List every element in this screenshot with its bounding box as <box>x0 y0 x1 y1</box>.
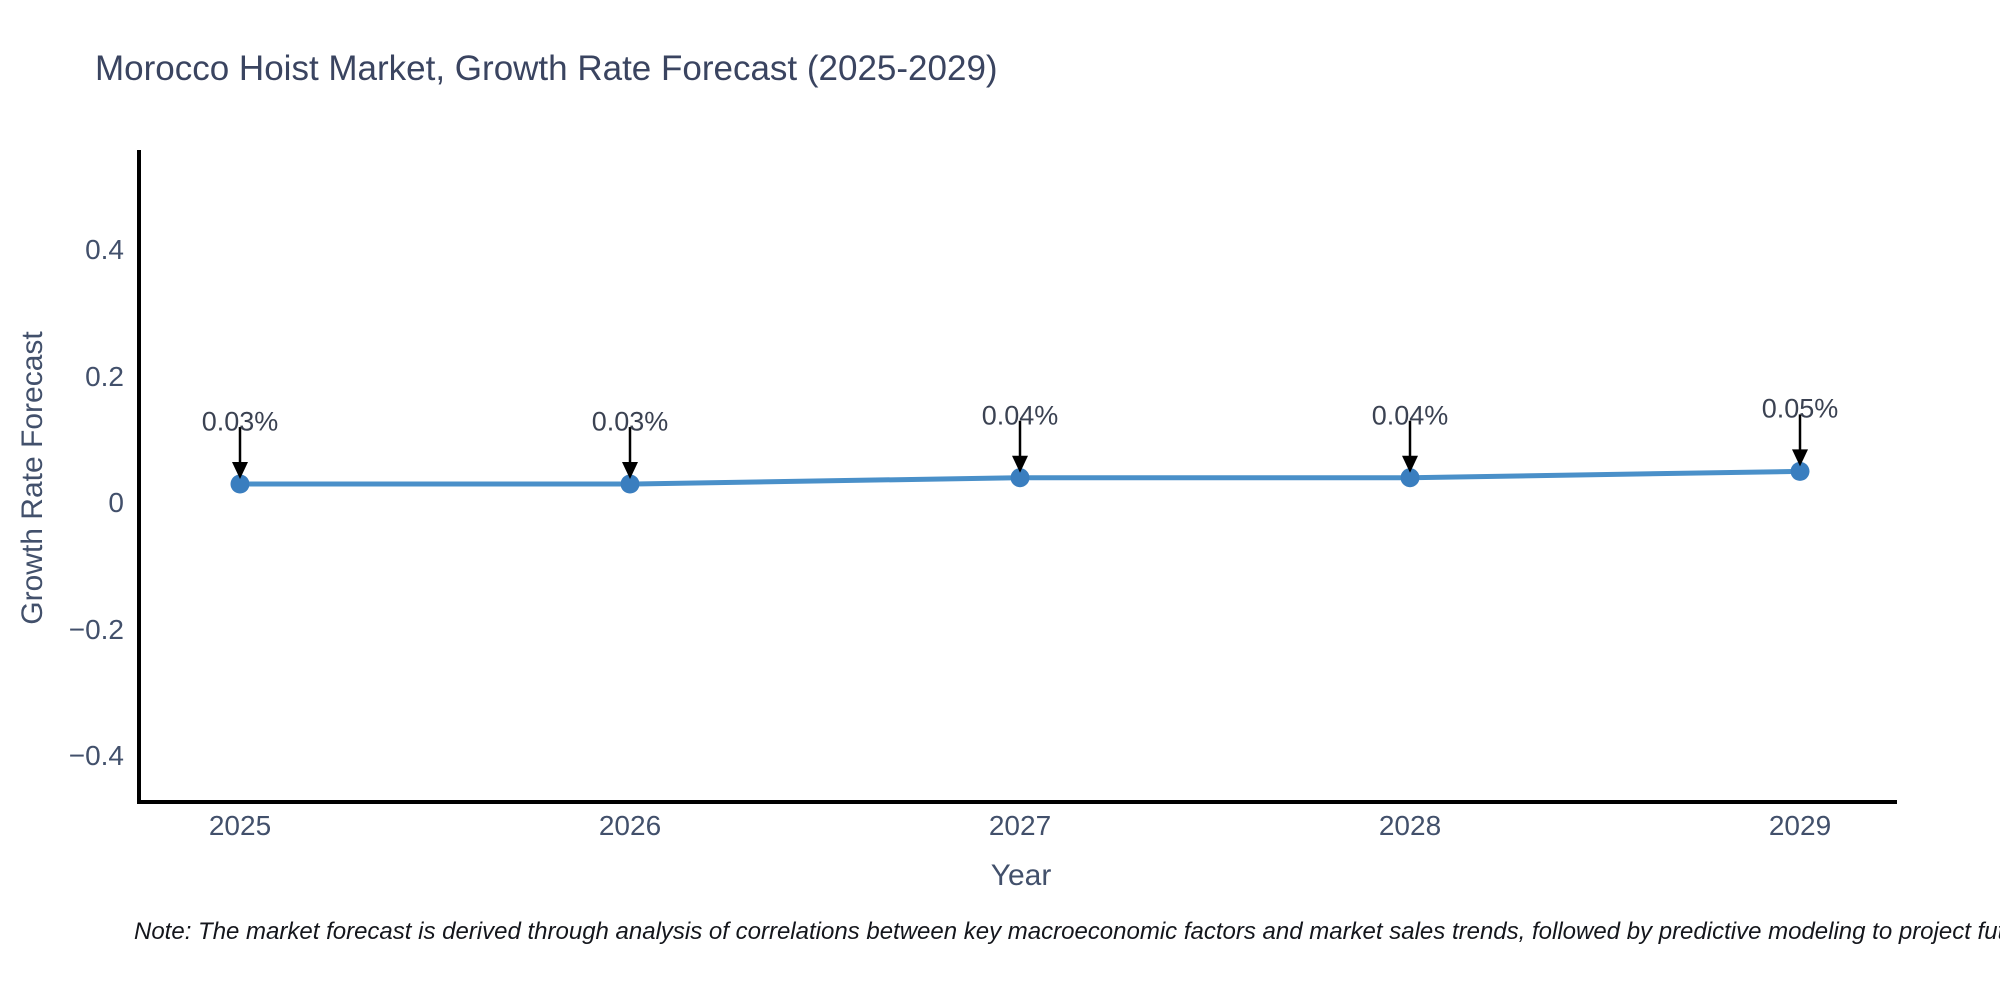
x-tick-label: 2025 <box>208 810 272 841</box>
x-tick-label: 2026 <box>598 810 662 841</box>
x-tick-label: 2028 <box>1378 810 1442 841</box>
point-value-label: 0.04% <box>981 400 1059 431</box>
annotation-arrowhead-icon <box>1792 449 1808 467</box>
x-axis-title: Year <box>990 859 1052 892</box>
y-axis-spine <box>137 150 141 804</box>
chart-title: Morocco Hoist Market, Growth Rate Foreca… <box>95 49 998 88</box>
annotation-arrowhead-icon <box>622 462 638 480</box>
data-point-marker <box>1790 461 1810 481</box>
data-point-marker <box>1010 468 1030 488</box>
y-tick-label: −0.4 <box>68 740 124 771</box>
x-tick-label: 2029 <box>1768 810 1832 841</box>
point-value-label: 0.04% <box>1371 400 1449 431</box>
x-axis-spine <box>137 800 1897 804</box>
data-point-marker <box>1400 468 1420 488</box>
x-tick-label: 2027 <box>988 810 1052 841</box>
y-tick-label: 0 <box>108 487 124 518</box>
data-point-marker <box>230 474 250 494</box>
y-tick-label: −0.2 <box>68 613 124 645</box>
footnote: Note: The market forecast is derived thr… <box>134 918 2000 945</box>
annotation-arrowhead-icon <box>1402 455 1418 473</box>
y-tick-label: 0.2 <box>85 360 124 392</box>
point-value-label: 0.05% <box>1761 393 1839 424</box>
point-value-label: 0.03% <box>591 406 669 437</box>
point-value-label: 0.03% <box>201 406 279 437</box>
y-tick-label: 0.4 <box>85 234 124 265</box>
annotation-arrowhead-icon <box>232 462 248 480</box>
annotation-arrowhead-icon <box>1012 455 1028 473</box>
data-point-marker <box>620 474 640 494</box>
